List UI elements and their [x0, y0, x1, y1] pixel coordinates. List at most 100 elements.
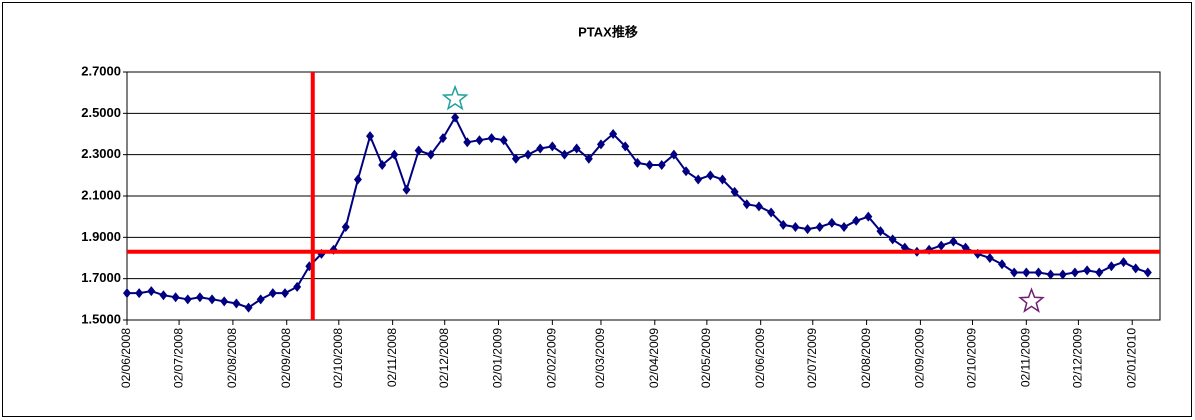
x-tick-label: 02/01/2009 [491, 328, 505, 388]
x-tick-label: 02/09/2008 [279, 328, 293, 388]
data-point [1107, 261, 1116, 272]
data-point [123, 288, 131, 299]
data-point [572, 143, 581, 154]
y-tick-label: 2.7000 [81, 63, 121, 78]
data-point [560, 149, 569, 160]
data-point [499, 135, 508, 146]
x-tick-label: 02/07/2008 [171, 328, 185, 388]
data-point [1046, 269, 1055, 280]
data-point [767, 207, 776, 218]
x-tick-label: 02/11/2009 [1018, 328, 1032, 387]
x-tick-label: 02/12/2008 [437, 328, 451, 388]
data-point [366, 131, 375, 142]
data-point [754, 201, 763, 212]
data-point [414, 145, 423, 156]
data-point [985, 253, 994, 263]
data-point [779, 219, 788, 230]
data-point [171, 292, 180, 303]
data-point [402, 184, 411, 195]
data-point [463, 137, 472, 148]
x-tick-label: 02/05/2009 [699, 328, 713, 388]
data-point [609, 129, 618, 139]
data-point [135, 288, 144, 299]
data-point [244, 302, 253, 313]
data-point [657, 160, 666, 170]
data-point [220, 296, 229, 307]
data-point [451, 112, 460, 123]
data-point [353, 174, 362, 185]
x-tick-label: 02/06/2009 [753, 328, 767, 388]
data-point [524, 149, 533, 160]
data-point [718, 174, 727, 185]
data-point [888, 234, 897, 245]
data-point [438, 133, 447, 144]
x-tick-label: 02/10/2008 [331, 328, 345, 388]
data-point [1070, 267, 1079, 278]
y-tick-label: 2.3000 [81, 146, 121, 161]
data-point [682, 166, 691, 177]
data-point [1095, 267, 1104, 278]
data-point [791, 222, 800, 232]
star-marker [441, 84, 469, 111]
y-tick-label: 2.5000 [81, 105, 121, 120]
data-point [730, 186, 739, 197]
data-point [584, 153, 593, 164]
data-point [937, 240, 946, 251]
x-tick-label: 02/11/2008 [385, 328, 399, 387]
data-point [208, 294, 217, 305]
data-point [1131, 263, 1140, 274]
data-point [256, 294, 265, 305]
x-tick-label: 02/08/2009 [859, 328, 873, 388]
data-point [183, 294, 192, 305]
data-point [268, 288, 277, 299]
y-tick-label: 1.5000 [81, 311, 121, 326]
data-point [706, 170, 715, 181]
x-tick-label: 02/08/2008 [225, 328, 239, 388]
data-point [998, 259, 1007, 270]
data-point [390, 149, 399, 160]
data-point [280, 288, 289, 299]
data-point [815, 222, 824, 232]
y-tick-label: 1.7000 [81, 270, 121, 285]
x-tick-label: 02/04/2009 [647, 328, 661, 388]
data-point [596, 139, 605, 150]
x-tick-label: 02/07/2009 [805, 328, 819, 388]
data-point [378, 160, 387, 170]
data-point [1058, 269, 1067, 280]
x-tick-label: 02/09/2009 [913, 328, 927, 388]
x-tick-label: 02/12/2009 [1071, 328, 1085, 388]
x-tick-label: 02/10/2009 [965, 328, 979, 388]
data-point [633, 157, 642, 168]
data-point [827, 217, 836, 228]
data-point [511, 153, 520, 164]
data-point [232, 298, 241, 309]
data-point [159, 290, 168, 301]
data-point [548, 141, 557, 152]
data-point [487, 133, 496, 144]
data-point [293, 281, 302, 292]
data-point [840, 222, 849, 232]
data-point [852, 215, 861, 226]
data-point [195, 292, 204, 303]
data-point [742, 199, 751, 210]
data-point [621, 141, 630, 152]
data-point [475, 135, 484, 146]
y-tick-label: 1.9000 [81, 229, 121, 244]
data-point [864, 211, 873, 222]
data-point [1010, 267, 1019, 278]
data-point [1083, 265, 1092, 276]
star-marker [1018, 287, 1045, 313]
data-point [876, 226, 885, 237]
data-point [1034, 267, 1043, 278]
x-tick-label: 02/02/2009 [545, 328, 559, 388]
data-point [147, 286, 156, 297]
data-point [341, 222, 350, 232]
data-point [669, 149, 678, 160]
data-point [1119, 257, 1128, 268]
data-point [426, 149, 435, 160]
data-point [803, 224, 812, 235]
x-tick-label: 02/06/2008 [119, 328, 133, 388]
data-point [536, 143, 545, 154]
